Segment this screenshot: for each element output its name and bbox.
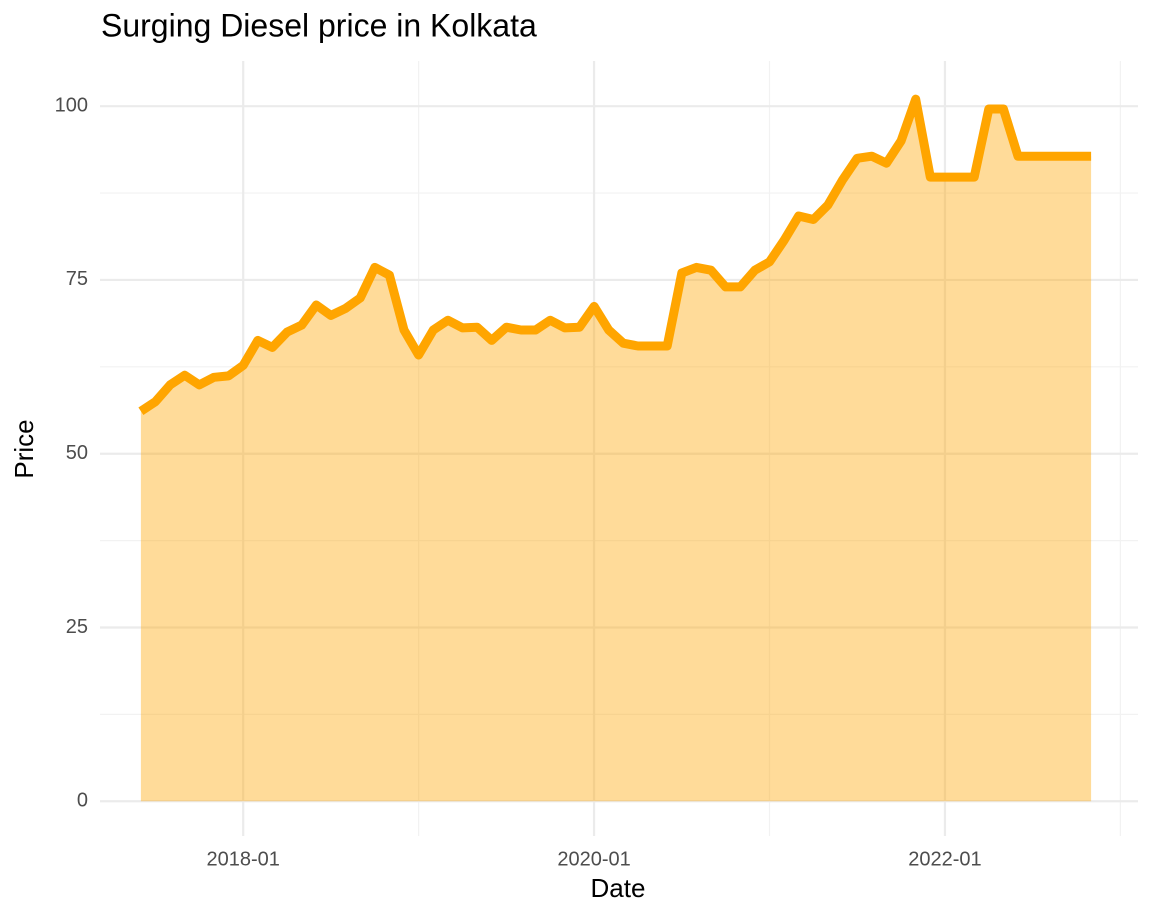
y-tick-label: 50 [66,442,88,464]
y-axis-title: Price [9,419,39,478]
y-tick-label: 25 [66,616,88,638]
chart-title: Surging Diesel price in Kolkata [101,7,537,43]
area [140,99,1092,802]
y-tick-label: 100 [55,94,88,116]
y-tick-label: 0 [77,790,88,812]
x-axis-title: Date [591,873,646,903]
line [138,94,1092,416]
y-tick-label: 75 [66,268,88,290]
x-tick-label: 2018-01 [206,848,279,870]
x-tick-label: 2022-01 [908,848,981,870]
x-tick-label: 2020-01 [557,848,630,870]
